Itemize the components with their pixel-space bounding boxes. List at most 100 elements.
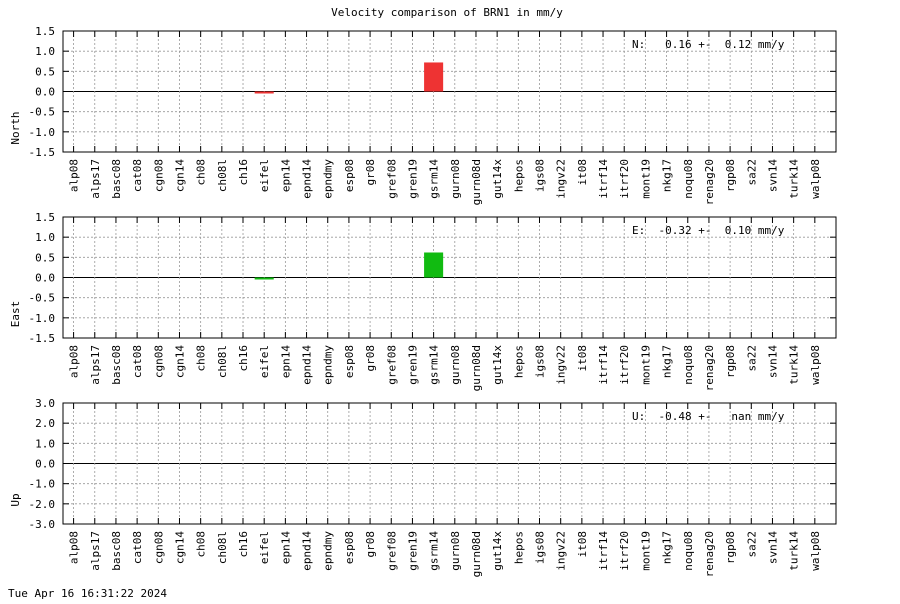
x-tick-label-alp08: alp08 [68,159,81,192]
y-tick-label: -0.5 [29,106,56,119]
x-tick-label-svn14: svn14 [766,159,779,192]
x-tick-label-itrf14: itrf14 [597,345,610,385]
x-tick-label-hepos: hepos [512,345,525,378]
x-tick-label-gurn08: gurn08 [449,159,462,199]
x-tick-label-walp08: walp08 [809,159,822,199]
x-tick-label-epndmy: epndmy [322,159,335,199]
y-tick-label: -1.0 [29,312,56,325]
y-tick-label: -2.0 [29,498,56,511]
x-tick-label-nkg17: nkg17 [661,345,674,378]
bar-gsrm14 [424,62,444,92]
y-tick-label: -1.0 [29,478,56,491]
x-tick-label-sa22: sa22 [745,159,758,186]
x-tick-label-hepos: hepos [512,159,525,192]
x-tick-label-cgn14: cgn14 [173,345,186,378]
x-tick-label-sa22: sa22 [745,531,758,558]
x-tick-label-cgn08: cgn08 [152,345,165,378]
x-tick-label-ch08l: ch08l [216,345,229,378]
x-tick-label-ch16: ch16 [237,345,250,372]
x-tick-label-epnd14: epnd14 [301,159,314,199]
x-tick-label-alp08: alp08 [68,345,81,378]
x-tick-label-gurn08d: gurn08d [470,531,483,577]
x-tick-label-gref08: gref08 [385,159,398,199]
x-tick-label-alps17: alps17 [89,159,102,199]
y-tick-label: 1.0 [35,45,55,58]
x-tick-label-turk14: turk14 [788,345,801,385]
x-tick-label-turk14: turk14 [788,531,801,571]
y-tick-label: -1.5 [29,146,56,159]
y-tick-label: 0.5 [35,65,55,78]
x-tick-label-nkg17: nkg17 [661,531,674,564]
x-tick-label-cgn14: cgn14 [173,159,186,192]
y-tick-label: 0.0 [35,458,55,471]
y-axis-label: North [9,111,22,144]
x-tick-label-renag20: renag20 [703,345,716,391]
x-tick-label-alps17: alps17 [89,345,102,385]
x-tick-label-cat08: cat08 [131,531,144,564]
x-tick-label-walp08: walp08 [809,531,822,571]
x-tick-label-epn14: epn14 [279,345,292,378]
y-tick-label: 1.0 [35,437,55,450]
panel-annotation: E: -0.32 +- 0.10 mm/y [632,224,785,237]
x-tick-label-cat08: cat08 [131,159,144,192]
y-tick-label: 1.0 [35,231,55,244]
x-tick-label-gut14x: gut14x [491,159,504,199]
x-tick-label-renag20: renag20 [703,159,716,205]
x-tick-label-gurn08d: gurn08d [470,345,483,391]
x-tick-label-itrf14: itrf14 [597,159,610,199]
chart-title: Velocity comparison of BRN1 in mm/y [331,6,563,19]
x-tick-label-gurn08: gurn08 [449,345,462,385]
x-tick-label-ch08: ch08 [195,531,208,558]
x-tick-label-ingv22: ingv22 [555,345,568,385]
x-tick-label-it08: it08 [576,345,589,372]
x-tick-label-turk14: turk14 [788,159,801,199]
x-tick-label-basc08: basc08 [110,345,123,385]
x-tick-label-itrf20: itrf20 [618,531,631,571]
x-tick-label-itrf20: itrf20 [618,345,631,385]
y-tick-label: 3.0 [35,397,55,410]
panel-up: 3.0 2.0 1.0 0.0 -1.0 -2.0 -3.0 alp08 alps17 basc0… [9,397,837,577]
x-tick-label-eifel: eifel [258,345,271,378]
x-tick-label-gref08: gref08 [385,531,398,571]
x-tick-label-epnd14: epnd14 [301,531,314,571]
x-tick-label-eifel: eifel [258,531,271,564]
y-tick-label: 0.5 [35,251,55,264]
x-tick-label-eifel: eifel [258,159,271,192]
x-tick-label-alp08: alp08 [68,531,81,564]
x-tick-label-ingv22: ingv22 [555,159,568,199]
x-tick-label-gr08: gr08 [364,531,377,558]
x-tick-label-gren19: gren19 [406,531,419,571]
panel-north: 1.5 1.0 0.5 0.0 -0.5 -1.0 -1.5 alp08 alps17 basc0… [9,25,837,205]
x-tick-label-gr08: gr08 [364,345,377,372]
x-tick-label-epndmy: epndmy [322,345,335,385]
x-tick-label-noqu08: noqu08 [682,159,695,199]
x-tick-label-ch08l: ch08l [216,159,229,192]
x-tick-label-esp08: esp08 [343,531,356,564]
x-tick-label-noqu08: noqu08 [682,531,695,571]
x-tick-label-gren19: gren19 [406,159,419,199]
x-tick-label-mont19: mont19 [639,159,652,199]
x-tick-label-gurn08d: gurn08d [470,159,483,205]
x-tick-label-walp08: walp08 [809,345,822,385]
x-tick-label-epnd14: epnd14 [301,345,314,385]
x-tick-label-it08: it08 [576,159,589,186]
y-tick-label: 0.0 [35,86,55,99]
bar-eifel [254,91,274,94]
x-tick-label-ch16: ch16 [237,531,250,558]
x-tick-label-igs08: igs08 [534,159,547,192]
x-tick-label-mont19: mont19 [639,345,652,385]
x-tick-label-itrf14: itrf14 [597,531,610,571]
bar-eifel [254,277,274,280]
x-tick-label-esp08: esp08 [343,345,356,378]
x-tick-label-igs08: igs08 [534,345,547,378]
x-tick-label-hepos: hepos [512,531,525,564]
x-tick-label-rgp08: rgp08 [724,159,737,192]
x-tick-label-rgp08: rgp08 [724,531,737,564]
x-tick-label-gsrm14: gsrm14 [428,531,441,571]
x-tick-label-itrf20: itrf20 [618,159,631,199]
x-tick-label-ch08l: ch08l [216,531,229,564]
y-tick-label: 0.0 [35,272,55,285]
x-tick-label-svn14: svn14 [766,345,779,378]
